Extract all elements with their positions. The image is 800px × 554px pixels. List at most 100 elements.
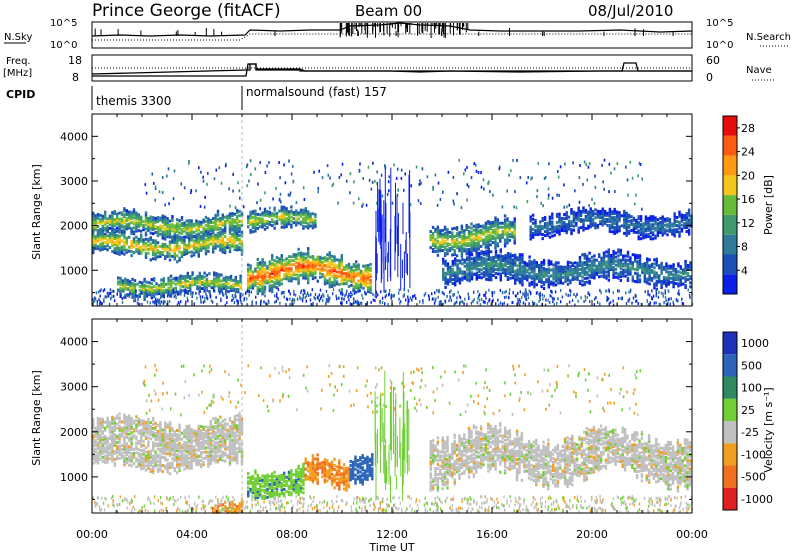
echo-cell xyxy=(359,279,363,283)
nsky-tick-bottom: 10^0 xyxy=(50,40,77,51)
echo-cell xyxy=(586,266,589,270)
echo-cell xyxy=(328,271,331,275)
echo-cell xyxy=(108,220,112,224)
noise-cell xyxy=(443,292,445,296)
echo-cell xyxy=(278,267,281,271)
echo-cell xyxy=(501,231,504,235)
echo-cell xyxy=(197,250,200,254)
echo-cell xyxy=(552,269,555,273)
echo-cell xyxy=(630,223,633,227)
noise-cell xyxy=(542,297,544,301)
echo-cell xyxy=(212,225,215,229)
echo-cell xyxy=(646,261,649,265)
echo-cell xyxy=(202,234,205,238)
echo-cell xyxy=(200,246,203,250)
echo-cell xyxy=(219,244,222,248)
echo-cell xyxy=(193,278,197,282)
noise-cell xyxy=(195,189,197,193)
echo-cell xyxy=(251,212,255,216)
echo-cell xyxy=(275,270,279,274)
echo-cell xyxy=(292,271,295,275)
echo-cell xyxy=(167,276,170,280)
echo-cell xyxy=(689,267,692,271)
echo-cell xyxy=(251,210,255,214)
echo-cell xyxy=(271,272,274,275)
echo-cell xyxy=(576,265,579,269)
echo-cell xyxy=(92,247,95,251)
echo-cell xyxy=(470,275,474,279)
echo-cell xyxy=(472,228,476,232)
echo-cell xyxy=(94,239,97,243)
echo-cell xyxy=(475,247,478,251)
echo-cell xyxy=(572,220,576,224)
echo-cell xyxy=(455,246,459,250)
echo-cell xyxy=(477,239,480,243)
echo-cell xyxy=(168,225,172,229)
echo-cell xyxy=(547,267,550,271)
echo-cell xyxy=(302,272,305,276)
echo-cell xyxy=(173,247,176,251)
noise-cell xyxy=(566,205,568,209)
noise-cell xyxy=(457,290,459,294)
echo-cell xyxy=(614,259,618,263)
echo-cell xyxy=(292,217,295,221)
echo-cell xyxy=(116,235,119,239)
noise-cell xyxy=(488,299,490,303)
echo-cell xyxy=(569,273,572,277)
echo-cell xyxy=(178,219,181,223)
echo-cell xyxy=(130,250,133,254)
echo-cell xyxy=(209,242,212,246)
echo-cell xyxy=(613,211,616,215)
noise-cell xyxy=(156,292,159,296)
echo-cell xyxy=(251,226,255,230)
echo-cell xyxy=(254,211,257,215)
echo-cell xyxy=(196,285,199,289)
echo-cell xyxy=(221,244,224,248)
echo-cell xyxy=(362,282,365,286)
echo-cell xyxy=(280,258,283,262)
echo-cell xyxy=(598,255,601,259)
echo-cell xyxy=(449,271,452,275)
echo-cell xyxy=(192,245,196,249)
echo-cell xyxy=(477,237,480,241)
echo-cell xyxy=(164,215,167,219)
noise-cell xyxy=(345,179,348,183)
echo-cell xyxy=(491,229,495,232)
echo-cell xyxy=(587,212,590,216)
noise-cell xyxy=(307,294,310,297)
echo-cell xyxy=(541,233,544,237)
echo-cell xyxy=(118,238,121,242)
echo-cell xyxy=(328,253,331,257)
echo-cell xyxy=(185,227,188,231)
echo-cell xyxy=(323,274,327,278)
echo-cell xyxy=(307,251,310,255)
echo-cell xyxy=(625,211,628,215)
echo-cell xyxy=(180,224,184,227)
echo-cell xyxy=(593,258,596,262)
echo-cell xyxy=(113,224,116,228)
echo-cell xyxy=(444,281,447,285)
noise-cell xyxy=(314,297,316,301)
echo-cell xyxy=(215,278,218,282)
echo-cell xyxy=(273,265,276,269)
echo-cell xyxy=(463,272,466,276)
echo-cell xyxy=(216,236,220,240)
noise-cell xyxy=(388,189,390,193)
echo-cell xyxy=(166,252,169,256)
echo-cell xyxy=(263,287,267,291)
echo-cell xyxy=(283,217,286,221)
echo-cell xyxy=(197,220,200,224)
noise-cell xyxy=(585,163,587,167)
echo-cell xyxy=(169,294,173,298)
echo-cell xyxy=(499,264,502,268)
echo-cell xyxy=(528,255,531,259)
echo-cell xyxy=(204,252,208,256)
noise-cell xyxy=(235,295,237,299)
echo-cell xyxy=(492,259,495,263)
echo-cell xyxy=(482,242,485,246)
echo-cell xyxy=(123,219,126,223)
noise-cell xyxy=(563,205,566,209)
echo-cell xyxy=(490,260,493,264)
echo-cell xyxy=(508,224,512,228)
echo-cell xyxy=(156,230,160,233)
